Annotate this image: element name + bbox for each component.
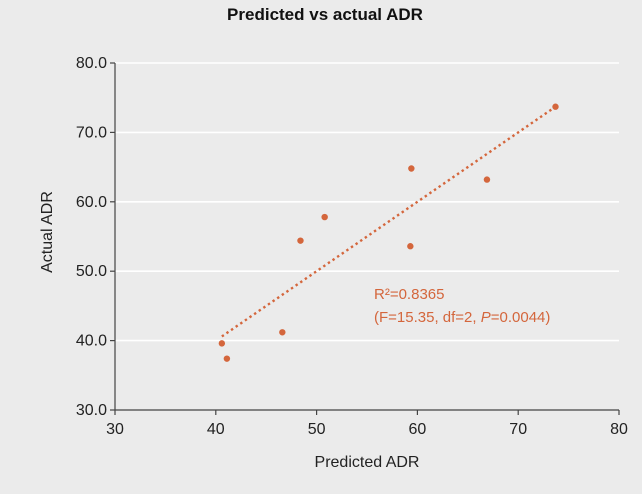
data-point bbox=[297, 237, 304, 244]
y-tick-label: 50.0 bbox=[76, 263, 107, 280]
y-tick-label: 60.0 bbox=[76, 194, 107, 211]
r-squared-annotation: R²=0.8365 bbox=[374, 286, 444, 303]
x-tick-label: 30 bbox=[106, 421, 124, 438]
trendline bbox=[221, 105, 557, 338]
data-point bbox=[279, 329, 286, 336]
trendline-group bbox=[221, 105, 557, 338]
x-tick-label: 60 bbox=[409, 421, 427, 438]
y-tick-label: 30.0 bbox=[76, 402, 107, 419]
data-point bbox=[321, 213, 328, 221]
x-tick-label: 80 bbox=[610, 421, 628, 438]
grid-lines bbox=[115, 62, 619, 342]
data-point bbox=[407, 243, 414, 250]
data-point bbox=[218, 340, 226, 347]
y-tick-label: 40.0 bbox=[76, 333, 107, 350]
x-tick-label: 70 bbox=[509, 421, 527, 438]
x-tick-label: 40 bbox=[207, 421, 225, 438]
data-point bbox=[483, 176, 491, 183]
data-point bbox=[552, 103, 559, 110]
y-tick-label: 80.0 bbox=[76, 55, 107, 72]
annotation-suffix: =0.0044) bbox=[491, 309, 551, 326]
annotation-p: P bbox=[481, 309, 491, 326]
x-tick-label: 50 bbox=[308, 421, 326, 438]
annotation-prefix: (F=15.35, df=2, bbox=[374, 309, 481, 326]
f-statistic-annotation: (F=15.35, df=2, P=0.0044) bbox=[374, 309, 550, 326]
data-point bbox=[223, 355, 231, 362]
x-axis-label: Predicted ADR bbox=[315, 454, 420, 471]
y-axis-label: Actual ADR bbox=[39, 191, 56, 273]
data-point bbox=[408, 165, 415, 172]
data-points bbox=[218, 103, 559, 362]
axes: 30.0 40.0 50.0 60.0 70.0 80.0 30 40 50 60 70 80 bbox=[76, 55, 628, 438]
chart-title: Predicted vs actual ADR bbox=[227, 5, 423, 24]
y-tick-label: 70.0 bbox=[76, 124, 107, 141]
